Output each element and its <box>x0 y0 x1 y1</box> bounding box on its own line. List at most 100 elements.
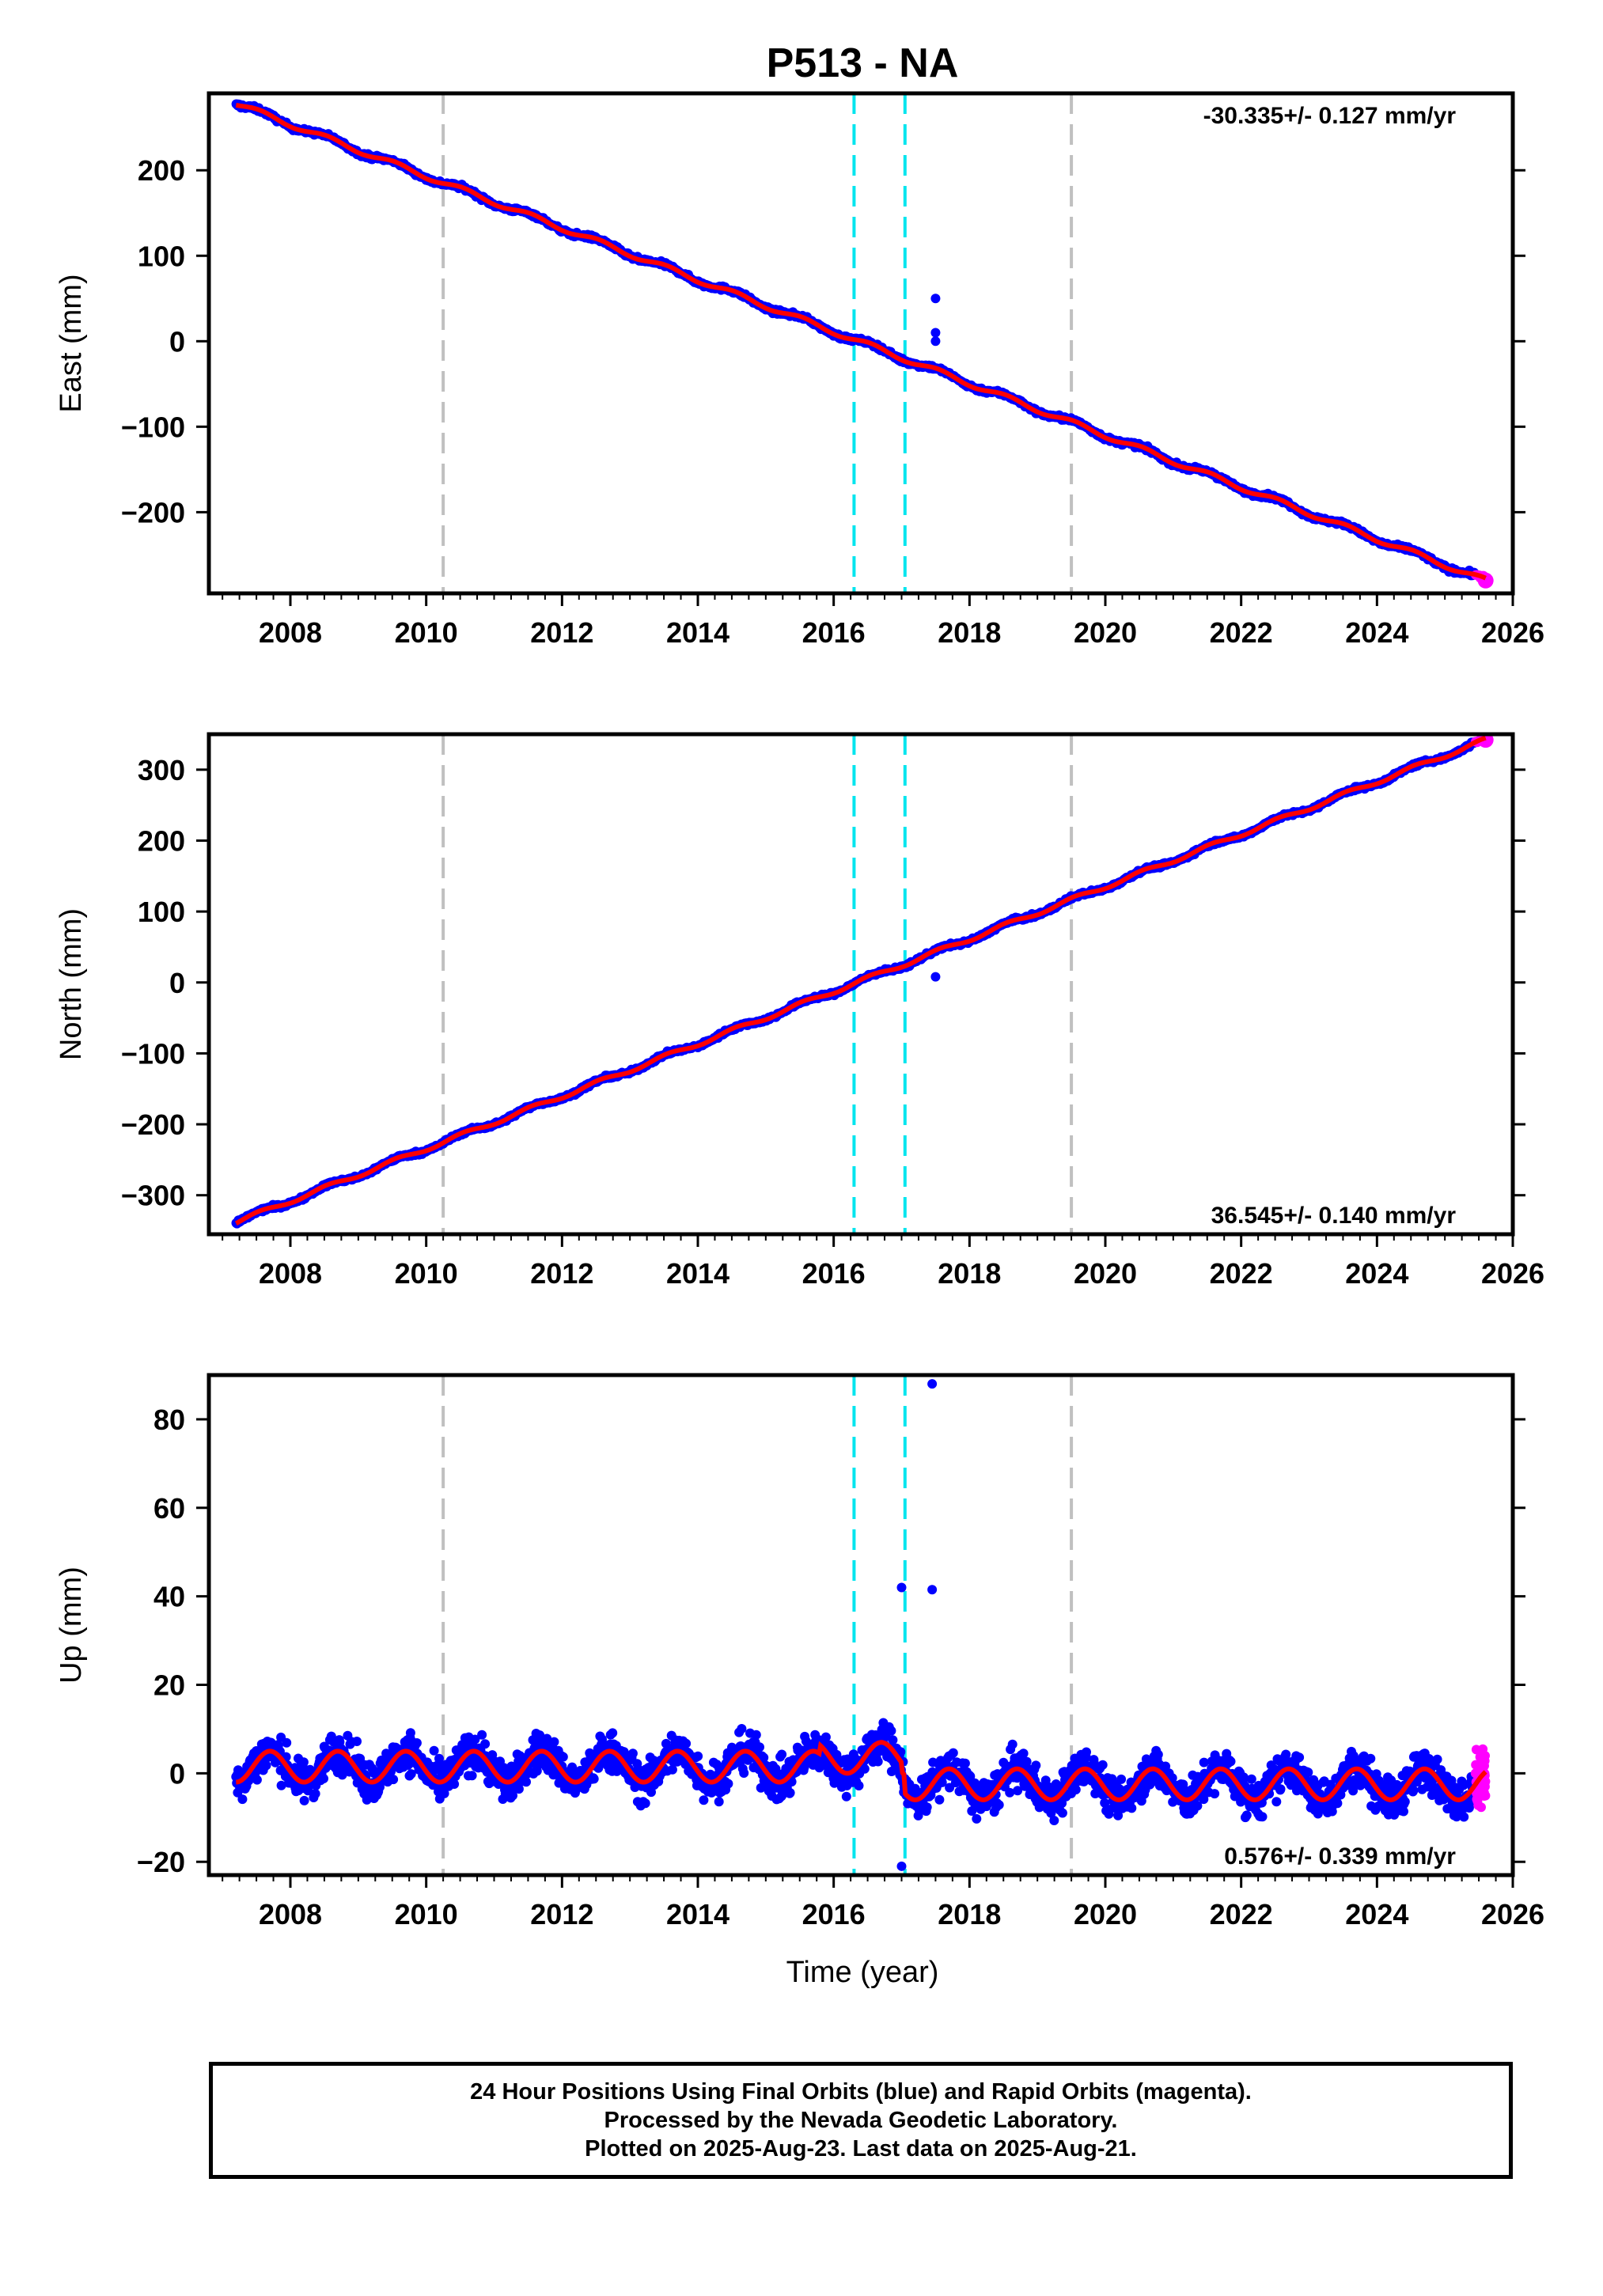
data-point <box>375 1782 385 1792</box>
data-point <box>299 1795 309 1805</box>
data-point <box>854 1781 864 1790</box>
data-point <box>467 1771 477 1781</box>
y-tick-label: −200 <box>121 1108 185 1141</box>
data-point <box>859 1764 870 1774</box>
data-point <box>608 1728 618 1738</box>
data-point <box>411 1738 422 1748</box>
outlier-point <box>930 294 941 304</box>
data-point <box>759 1752 769 1763</box>
data-point <box>558 1752 568 1762</box>
y-tick-label: 100 <box>138 240 185 272</box>
panel-up: 2008 2010 2012 2014 2016 2018 2020 2022 2024 2026… <box>55 1373 1544 1930</box>
chart-title: P513 - NA <box>767 40 959 86</box>
data-point <box>777 1749 787 1760</box>
x-tick-label: 2022 <box>1210 1257 1273 1290</box>
data-point <box>388 1775 399 1785</box>
model-fit-curve <box>235 102 1487 581</box>
data-point <box>439 1788 449 1798</box>
data-point <box>667 1764 677 1775</box>
x-tick-label: 2014 <box>666 616 729 649</box>
data-point <box>1018 1749 1029 1759</box>
y-tick-label: 100 <box>138 896 185 928</box>
y-tick-label: 200 <box>138 824 185 857</box>
data-point <box>237 1794 248 1805</box>
data-point <box>751 1730 761 1740</box>
x-tick-label: 2010 <box>395 1257 458 1290</box>
data-point <box>1013 1786 1023 1796</box>
data-point <box>965 1771 976 1782</box>
data-point <box>434 1753 444 1764</box>
data-point <box>319 1774 328 1783</box>
data-point <box>429 1745 439 1756</box>
data-point <box>886 1726 896 1736</box>
x-tick-label: 2012 <box>530 1257 593 1290</box>
x-tick-label: 2020 <box>1074 616 1137 649</box>
x-tick-label: 2026 <box>1481 616 1544 649</box>
data-point <box>640 1798 650 1809</box>
y-axis-label: North (mm) <box>55 908 88 1060</box>
data-point <box>755 1742 764 1752</box>
x-tick-label: 2010 <box>395 616 458 649</box>
y-tick-label: 0 <box>169 325 185 358</box>
x-tick-label: 2012 <box>530 616 593 649</box>
data-point <box>948 1748 958 1758</box>
data-point <box>477 1730 487 1740</box>
data-point <box>661 1738 671 1749</box>
data-point <box>873 1756 883 1767</box>
x-tick-label: 2020 <box>1074 1257 1137 1290</box>
velocity-rate-label: 36.545+/- 0.140 mm/yr <box>1211 1203 1457 1229</box>
data-point <box>310 1789 320 1799</box>
data-point <box>252 1775 262 1785</box>
data-points <box>231 1379 1491 1871</box>
x-tick-label: 2024 <box>1345 1257 1408 1290</box>
data-point <box>589 1774 599 1784</box>
data-point <box>994 1800 1004 1810</box>
model-fit-curve <box>234 735 1487 1226</box>
data-point <box>513 1784 524 1794</box>
data-point <box>714 1797 724 1807</box>
x-tick-label: 2014 <box>666 1257 729 1290</box>
data-point <box>1007 1739 1018 1749</box>
data-point <box>646 1787 656 1798</box>
x-tick-label: 2008 <box>259 616 322 649</box>
y-tick-label: −100 <box>121 1037 185 1070</box>
data-point <box>888 1735 898 1745</box>
data-point <box>405 1728 415 1738</box>
data-point <box>972 1813 982 1824</box>
y-axis-label: East (mm) <box>55 274 88 412</box>
x-tick-label: 2018 <box>938 616 1001 649</box>
data-point <box>521 1777 531 1787</box>
data-point <box>406 1769 416 1779</box>
y-tick-label: −300 <box>121 1180 185 1212</box>
y-tick-label: 300 <box>138 754 185 786</box>
data-point <box>960 1758 970 1768</box>
outlier-point <box>930 328 941 338</box>
x-tick-label: 2022 <box>1210 616 1273 649</box>
plot-frame <box>207 732 1515 1237</box>
y-tick-label: 0 <box>169 967 185 999</box>
panel-east: 2008 2010 2012 2014 2016 2018 2020 2022 2024 2026… <box>55 91 1544 649</box>
y-tick-label: 200 <box>138 154 185 187</box>
data-point <box>681 1738 692 1749</box>
x-tick-label: 2016 <box>802 616 866 649</box>
data-point <box>1005 1787 1015 1798</box>
data-point <box>298 1757 309 1767</box>
data-point <box>470 1734 480 1745</box>
data-point <box>282 1737 292 1748</box>
data-point <box>549 1737 559 1747</box>
velocity-rate-label: -30.335+/- 0.127 mm/yr <box>1203 103 1457 129</box>
data-point <box>841 1791 851 1802</box>
data-point <box>922 1802 932 1813</box>
data-point <box>699 1795 709 1805</box>
panel-north: 2008 2010 2012 2014 2016 2018 2020 2022 2024 2026… <box>55 732 1544 1290</box>
x-tick-label: 2026 <box>1481 1257 1544 1290</box>
data-point <box>937 1777 947 1787</box>
data-point <box>693 1751 703 1761</box>
y-tick-label: −200 <box>121 496 185 529</box>
outlier-point <box>930 972 941 982</box>
data-point <box>832 1749 842 1760</box>
data-point <box>820 1732 831 1742</box>
outlier-point <box>930 336 941 347</box>
data-point <box>449 1779 460 1789</box>
